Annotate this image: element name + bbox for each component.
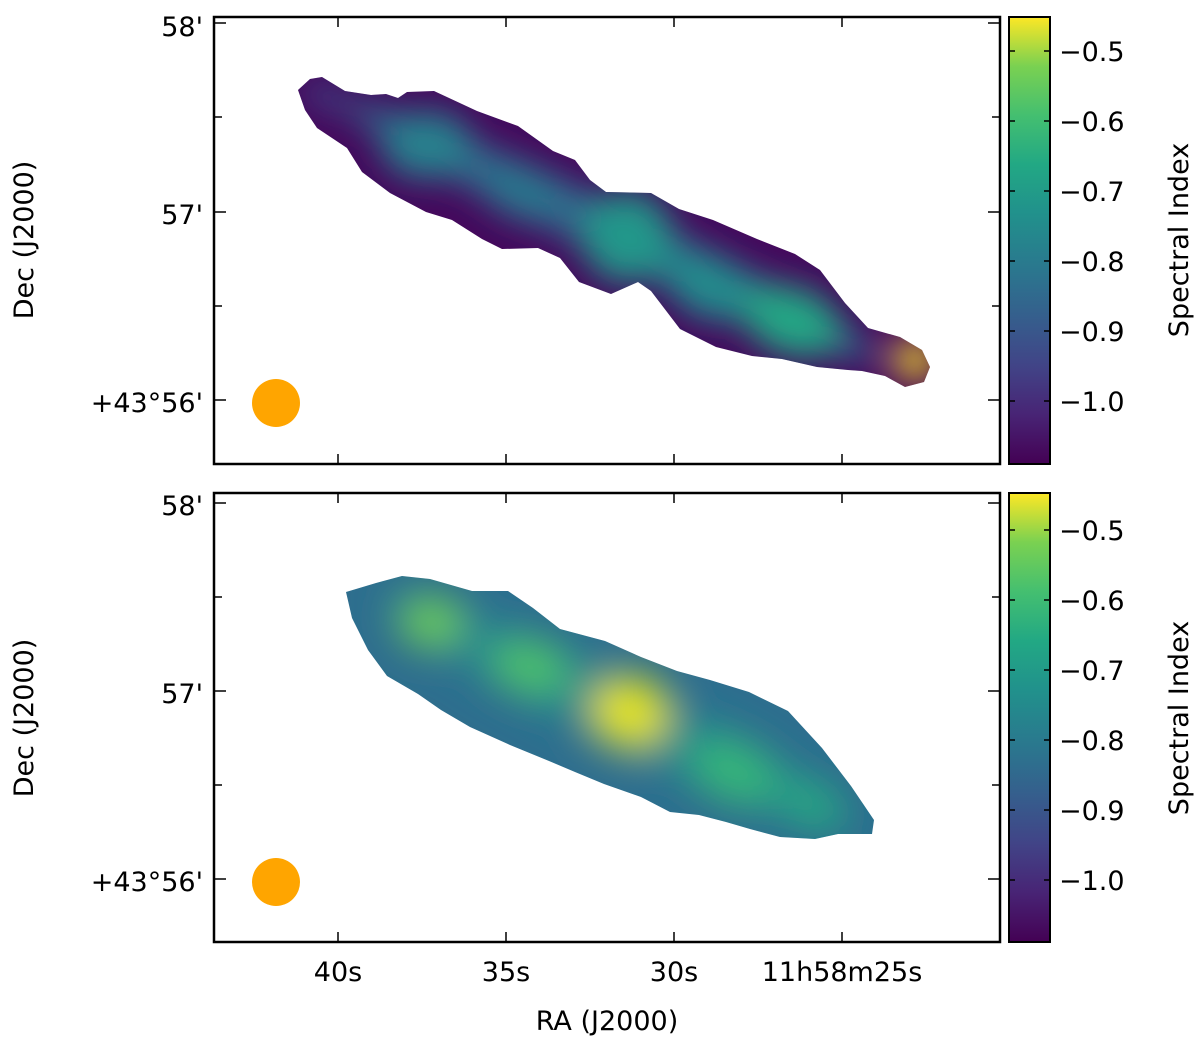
top-colorbar-ticks bbox=[1009, 50, 1050, 402]
top-colorbar bbox=[1008, 16, 1051, 465]
top-cbar-tick-5: −1.0 bbox=[1059, 387, 1125, 418]
bottom-colorbar bbox=[1008, 492, 1051, 943]
bottom-y-axis-label: Dec (J2000) bbox=[9, 639, 40, 798]
bottom-spectral-map bbox=[346, 576, 874, 839]
top-cbar-tick-1: −0.6 bbox=[1059, 107, 1125, 138]
bottom-panel: 58' 57' +43°56' Dec (J2000) 40s 35s 30s … bbox=[9, 491, 1195, 1037]
top-cbar-tick-3: −0.8 bbox=[1059, 247, 1125, 278]
top-y-ticks bbox=[214, 22, 1000, 401]
top-cbar-tick-4: −0.9 bbox=[1059, 317, 1125, 348]
top-y-tick-58: 58' bbox=[161, 12, 203, 43]
bottom-cbar-tick-4: −0.9 bbox=[1059, 796, 1125, 827]
top-y-tick-57: 57' bbox=[161, 200, 203, 231]
top-core bbox=[581, 191, 673, 283]
top-spectral-map bbox=[298, 77, 930, 387]
bottom-colorbar-ticks bbox=[1009, 529, 1050, 881]
top-south-tip bbox=[895, 340, 930, 380]
top-knot-1 bbox=[381, 111, 473, 179]
bottom-cbar-tick-5: −1.0 bbox=[1059, 866, 1125, 897]
top-north-tip bbox=[302, 81, 348, 111]
bottom-knot-1 bbox=[399, 596, 463, 648]
x-tick-40s: 40s bbox=[314, 957, 362, 988]
top-knot-2 bbox=[476, 158, 568, 224]
bottom-cbar-tick-0: −0.5 bbox=[1059, 516, 1125, 547]
bottom-plot-frame bbox=[212, 491, 1002, 944]
bottom-colorbar-label: Spectral Index bbox=[1164, 621, 1195, 815]
top-plot-frame bbox=[212, 15, 1002, 466]
top-cbar-tick-0: −0.5 bbox=[1059, 37, 1125, 68]
top-cbar-tick-2: −0.7 bbox=[1059, 177, 1125, 208]
bottom-cbar-tick-2: −0.7 bbox=[1059, 656, 1125, 687]
bottom-y-tick-57: 57' bbox=[161, 679, 203, 710]
x-tick-30s: 30s bbox=[650, 957, 698, 988]
bottom-knot-2 bbox=[490, 639, 570, 695]
top-x-ticks bbox=[337, 17, 843, 464]
top-knot-3 bbox=[664, 250, 756, 322]
bottom-knot-4 bbox=[782, 780, 842, 830]
x-tick-25s: 11h58m25s bbox=[762, 957, 923, 988]
bottom-beam-ellipse bbox=[252, 858, 300, 906]
top-knot-4 bbox=[741, 284, 843, 358]
bottom-core bbox=[592, 676, 668, 748]
bottom-y-ticks bbox=[214, 502, 1000, 880]
x-axis-label: RA (J2000) bbox=[536, 1006, 678, 1037]
x-tick-35s: 35s bbox=[482, 957, 530, 988]
top-y-axis-label: Dec (J2000) bbox=[9, 161, 40, 320]
bottom-x-ticks bbox=[337, 493, 843, 942]
top-panel: 58' 57' +43°56' Dec (J2000) −0.5 −0.6 −0… bbox=[9, 12, 1195, 466]
bottom-y-tick-58: 58' bbox=[161, 491, 203, 522]
bottom-y-tick-56: +43°56' bbox=[91, 867, 203, 898]
top-colorbar-label: Spectral Index bbox=[1164, 143, 1195, 337]
bottom-cbar-tick-3: −0.8 bbox=[1059, 726, 1125, 757]
bottom-knot-3 bbox=[690, 738, 778, 806]
top-y-tick-56: +43°56' bbox=[91, 388, 203, 419]
bottom-cbar-tick-1: −0.6 bbox=[1059, 586, 1125, 617]
top-beam-ellipse bbox=[252, 379, 300, 427]
